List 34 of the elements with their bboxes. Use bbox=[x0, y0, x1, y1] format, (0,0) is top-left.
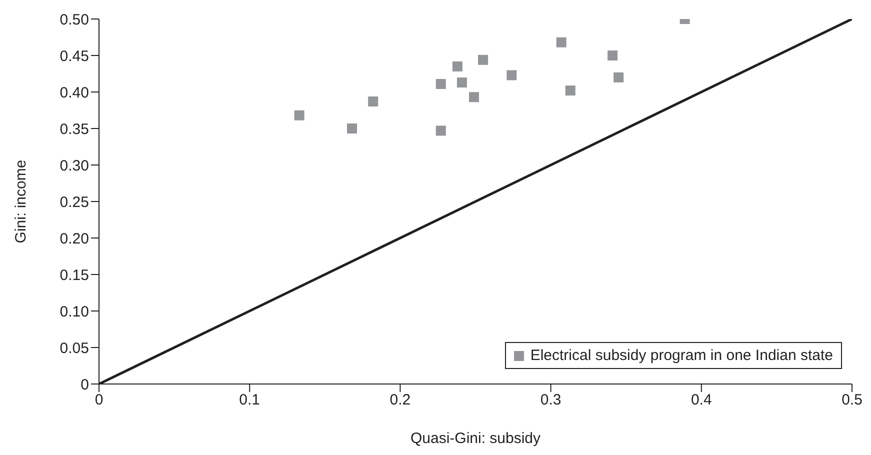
point bbox=[506, 70, 517, 80]
point bbox=[368, 96, 378, 106]
y-tick-label: 0 bbox=[80, 376, 89, 394]
point bbox=[565, 86, 576, 96]
y-tick-label: 0.30 bbox=[60, 157, 89, 174]
point bbox=[468, 92, 479, 102]
x-axis-title: Quasi-Gini: subsidy bbox=[410, 430, 542, 447]
x-tick-label: 0 bbox=[94, 392, 104, 409]
y-tick-label: 0.10 bbox=[60, 303, 89, 320]
y-axis-title: Gini: income bbox=[12, 160, 30, 244]
y-tick-label: 0.05 bbox=[60, 340, 89, 357]
x-tick-label: 0.3 bbox=[540, 392, 562, 409]
y-tick-label: 0.25 bbox=[60, 194, 89, 211]
x-tick-label: 0.1 bbox=[239, 392, 260, 409]
x-tick-label: 0.4 bbox=[690, 392, 712, 409]
point bbox=[556, 37, 566, 48]
y-tick-label: 0.20 bbox=[60, 230, 89, 248]
point bbox=[347, 124, 358, 134]
y-tick-label: 0.35 bbox=[60, 120, 89, 138]
point bbox=[614, 72, 624, 82]
x-tick-label: 0.5 bbox=[842, 392, 862, 409]
x-tick-label: 0.2 bbox=[390, 392, 411, 409]
y-tick-label: 0.15 bbox=[60, 266, 89, 284]
legend-label: Electrical subsidy program in one Indian state bbox=[530, 347, 833, 364]
point bbox=[436, 126, 446, 136]
y-tick-label: 0.50 bbox=[60, 11, 89, 28]
point bbox=[436, 78, 446, 89]
point bbox=[294, 110, 304, 120]
y-tick-label: 0.45 bbox=[60, 48, 89, 65]
point bbox=[608, 50, 618, 60]
point bbox=[452, 61, 462, 72]
point bbox=[456, 78, 467, 88]
y-tick-label: 0.40 bbox=[60, 84, 89, 102]
point bbox=[478, 54, 488, 65]
